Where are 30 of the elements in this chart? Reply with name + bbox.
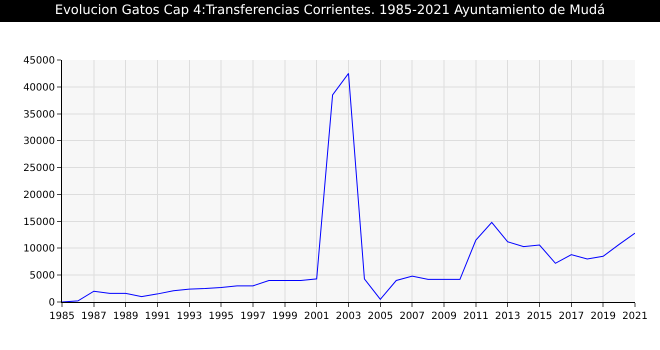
y-tick-label: 5000 <box>30 270 55 282</box>
x-tick-label: 1997 <box>240 311 266 322</box>
y-tick-label: 25000 <box>23 163 55 174</box>
y-tick-label: 15000 <box>23 216 55 228</box>
x-tick-label: 2001 <box>304 311 330 322</box>
x-tick-label: 2011 <box>463 311 489 322</box>
y-tick-label: 35000 <box>23 109 55 120</box>
y-tick-label: 30000 <box>23 136 55 148</box>
x-tick-label: 2005 <box>368 311 394 322</box>
x-tick-label: 2017 <box>558 311 584 322</box>
x-tick-label: 1989 <box>112 311 138 322</box>
y-tick-label: 0 <box>48 298 55 308</box>
x-tick-label: 2015 <box>526 311 552 322</box>
x-tick-label: 1991 <box>144 311 170 322</box>
x-tick-label: 2003 <box>336 311 362 322</box>
x-tick-label: 2019 <box>590 311 616 322</box>
x-tick-label: 1985 <box>49 311 75 322</box>
x-tick-label: 2021 <box>622 311 648 322</box>
x-tick-label: 2013 <box>494 311 520 322</box>
x-tick-label: 2009 <box>431 311 457 322</box>
chart-title: Evolucion Gatos Cap 4:Transferencias Corrientes. 1985-2021 Ayuntamiento de Mudá <box>0 0 660 22</box>
x-tick-label: 1995 <box>208 311 234 322</box>
x-tick-label: 2007 <box>399 311 425 322</box>
x-tick-label: 1993 <box>176 311 202 322</box>
y-tick-label: 20000 <box>23 190 55 201</box>
x-tick-label: 1987 <box>81 311 107 322</box>
y-tick-label: 45000 <box>23 56 55 66</box>
y-tick-label: 40000 <box>23 82 55 94</box>
y-tick-label: 10000 <box>23 244 55 255</box>
x-tick-label: 1999 <box>272 311 298 322</box>
